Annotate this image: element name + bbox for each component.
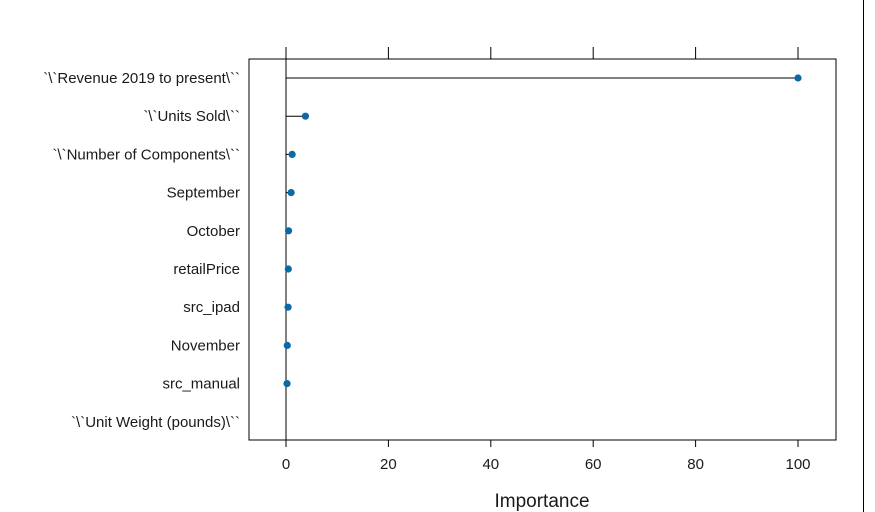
x-tick-label: 40: [482, 456, 499, 473]
x-tick-label: 60: [585, 456, 602, 473]
x-tick-label: 20: [380, 456, 397, 473]
lollipop-point: [794, 74, 802, 82]
lollipop-point: [284, 227, 293, 235]
x-tick-label: 80: [687, 456, 704, 473]
x-axis-title: Importance: [494, 491, 589, 512]
lollipop-point: [283, 380, 291, 388]
lollipop-points: [283, 74, 802, 388]
plot-frame: [248, 58, 837, 441]
bottom-axis-ticks: 0 20 40 60 80 100: [282, 440, 811, 473]
lollipop-point: [301, 112, 310, 120]
category-labels: `\`Revenue 2019 to present\`` `\`Units So…: [43, 70, 240, 431]
category-label: `\`Unit Weight (pounds)\``: [71, 414, 240, 431]
category-label: src_ipad: [183, 299, 240, 316]
lollipop-point: [288, 150, 296, 158]
category-label: September: [167, 185, 240, 202]
window-edge-line: [863, 0, 864, 512]
category-label: `\`Units Sold\``: [143, 108, 240, 125]
category-label: October: [187, 223, 240, 240]
lollipop-point: [283, 341, 291, 349]
x-tick-label: 0: [282, 456, 290, 473]
category-label: src_manual: [162, 376, 240, 393]
category-label: `\`Revenue 2019 to present\``: [43, 70, 240, 87]
x-tick-label: 100: [785, 456, 810, 473]
lollipop-point: [287, 189, 295, 197]
lollipop-stems: [286, 77, 798, 385]
lollipop-point: [284, 265, 292, 273]
category-label: `\`Number of Components\``: [52, 146, 240, 163]
category-label: retailPrice: [173, 261, 240, 278]
top-axis-ticks: [285, 47, 799, 59]
lollipop-point: [284, 303, 292, 311]
category-label: November: [171, 337, 240, 354]
